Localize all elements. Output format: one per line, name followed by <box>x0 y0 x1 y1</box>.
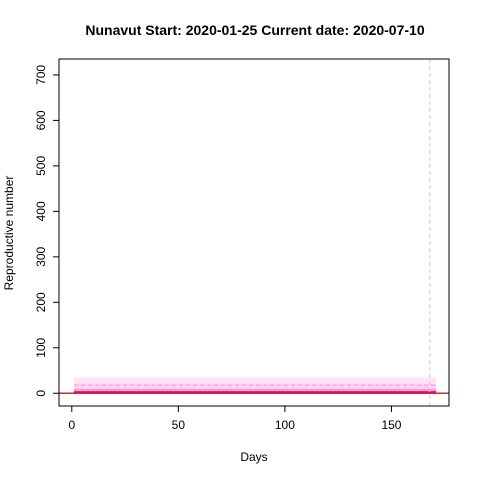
x-axis-label: Days <box>240 450 267 464</box>
x-tick-label: 0 <box>68 418 75 432</box>
x-tick-label: 50 <box>172 418 186 432</box>
x-tick-label: 100 <box>275 418 295 432</box>
series-lines <box>59 59 449 406</box>
y-tick-label: 700 <box>34 65 48 85</box>
y-axis-label: Reproductive number <box>2 176 16 291</box>
y-tick-label: 600 <box>34 110 48 130</box>
y-axis: 0 100 200 300 400 500 600 700 <box>34 65 60 397</box>
y-tick-label: 400 <box>34 201 48 221</box>
y-tick-label: 200 <box>34 292 48 312</box>
y-tick-label: 300 <box>34 246 48 266</box>
y-tick-label: 500 <box>34 156 48 176</box>
chart-title: Nunavut Start: 2020-01-25 Current date: … <box>85 22 424 38</box>
x-axis: 0 50 100 150 <box>68 405 402 432</box>
y-tick-label: 100 <box>34 337 48 357</box>
x-tick-label: 150 <box>381 418 401 432</box>
y-tick-label: 0 <box>34 390 48 397</box>
uncertainty-bands <box>73 377 437 394</box>
